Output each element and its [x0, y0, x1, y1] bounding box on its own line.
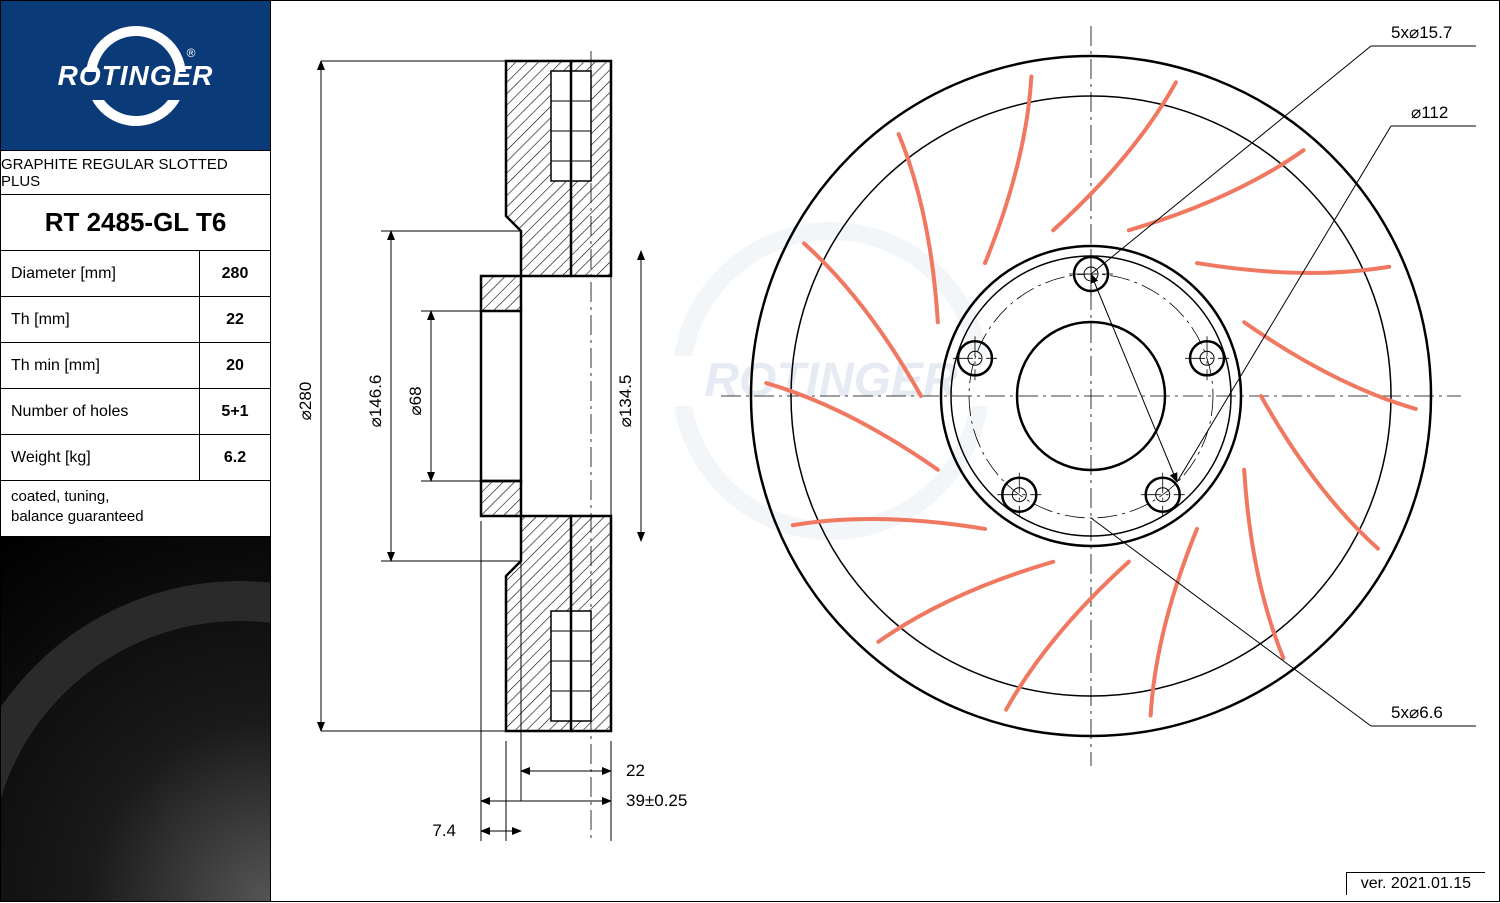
callout-pin: 5x⌀6.6	[1391, 703, 1443, 722]
spec-value: 22	[200, 297, 270, 342]
spec-label: Th [mm]	[1, 297, 200, 342]
dim-offset: 39±0.25	[626, 791, 687, 810]
spec-label: Weight [kg]	[1, 435, 200, 480]
sidebar: ROTINGER ® GRAPHITE REGULAR SLOTTED PLUS…	[1, 1, 271, 901]
series-name: GRAPHITE REGULAR SLOTTED PLUS	[1, 151, 270, 195]
spec-value: 280	[200, 251, 270, 296]
spec-row: Th [mm]22	[1, 297, 270, 343]
spec-value: 5+1	[200, 389, 270, 434]
spec-row: Weight [kg]6.2	[1, 435, 270, 481]
section-view: ⌀280	[296, 51, 687, 841]
dim-flange: 7.4	[432, 821, 456, 840]
part-number: RT 2485-GL T6	[1, 195, 270, 251]
dim-d2: ⌀68	[406, 386, 425, 415]
svg-text:ROTINGER: ROTINGER	[704, 354, 958, 407]
dim-d3: ⌀134.5	[616, 375, 635, 428]
registered-icon: ®	[187, 46, 196, 60]
callout-bolt: 5x⌀15.7	[1391, 23, 1452, 42]
brand-name: ROTINGER	[58, 60, 214, 92]
spec-row: Number of holes5+1	[1, 389, 270, 435]
spec-value: 6.2	[200, 435, 270, 480]
product-photo	[1, 537, 270, 901]
spec-value: 20	[200, 343, 270, 388]
dim-outer-dia: ⌀280	[296, 382, 315, 421]
brand-logo: ROTINGER ®	[1, 1, 270, 151]
spec-label: Th min [mm]	[1, 343, 200, 388]
drawing-canvas: ROTINGER ⌀280	[271, 1, 1499, 901]
features-text: coated, tuning, balance guaranteed	[1, 481, 270, 537]
spec-row: Diameter [mm]280	[1, 251, 270, 297]
version-label: ver. 2021.01.15	[1346, 872, 1485, 895]
technical-drawing-sheet: ROTINGER ® GRAPHITE REGULAR SLOTTED PLUS…	[0, 0, 1500, 902]
callout-pcd: ⌀112	[1411, 103, 1448, 122]
spec-label: Number of holes	[1, 389, 200, 434]
spec-row: Th min [mm]20	[1, 343, 270, 389]
dim-thickness: 22	[626, 761, 645, 780]
dim-d1: ⌀146.6	[366, 375, 385, 428]
watermark-logo: ROTINGER	[651, 231, 1011, 531]
spec-label: Diameter [mm]	[1, 251, 200, 296]
